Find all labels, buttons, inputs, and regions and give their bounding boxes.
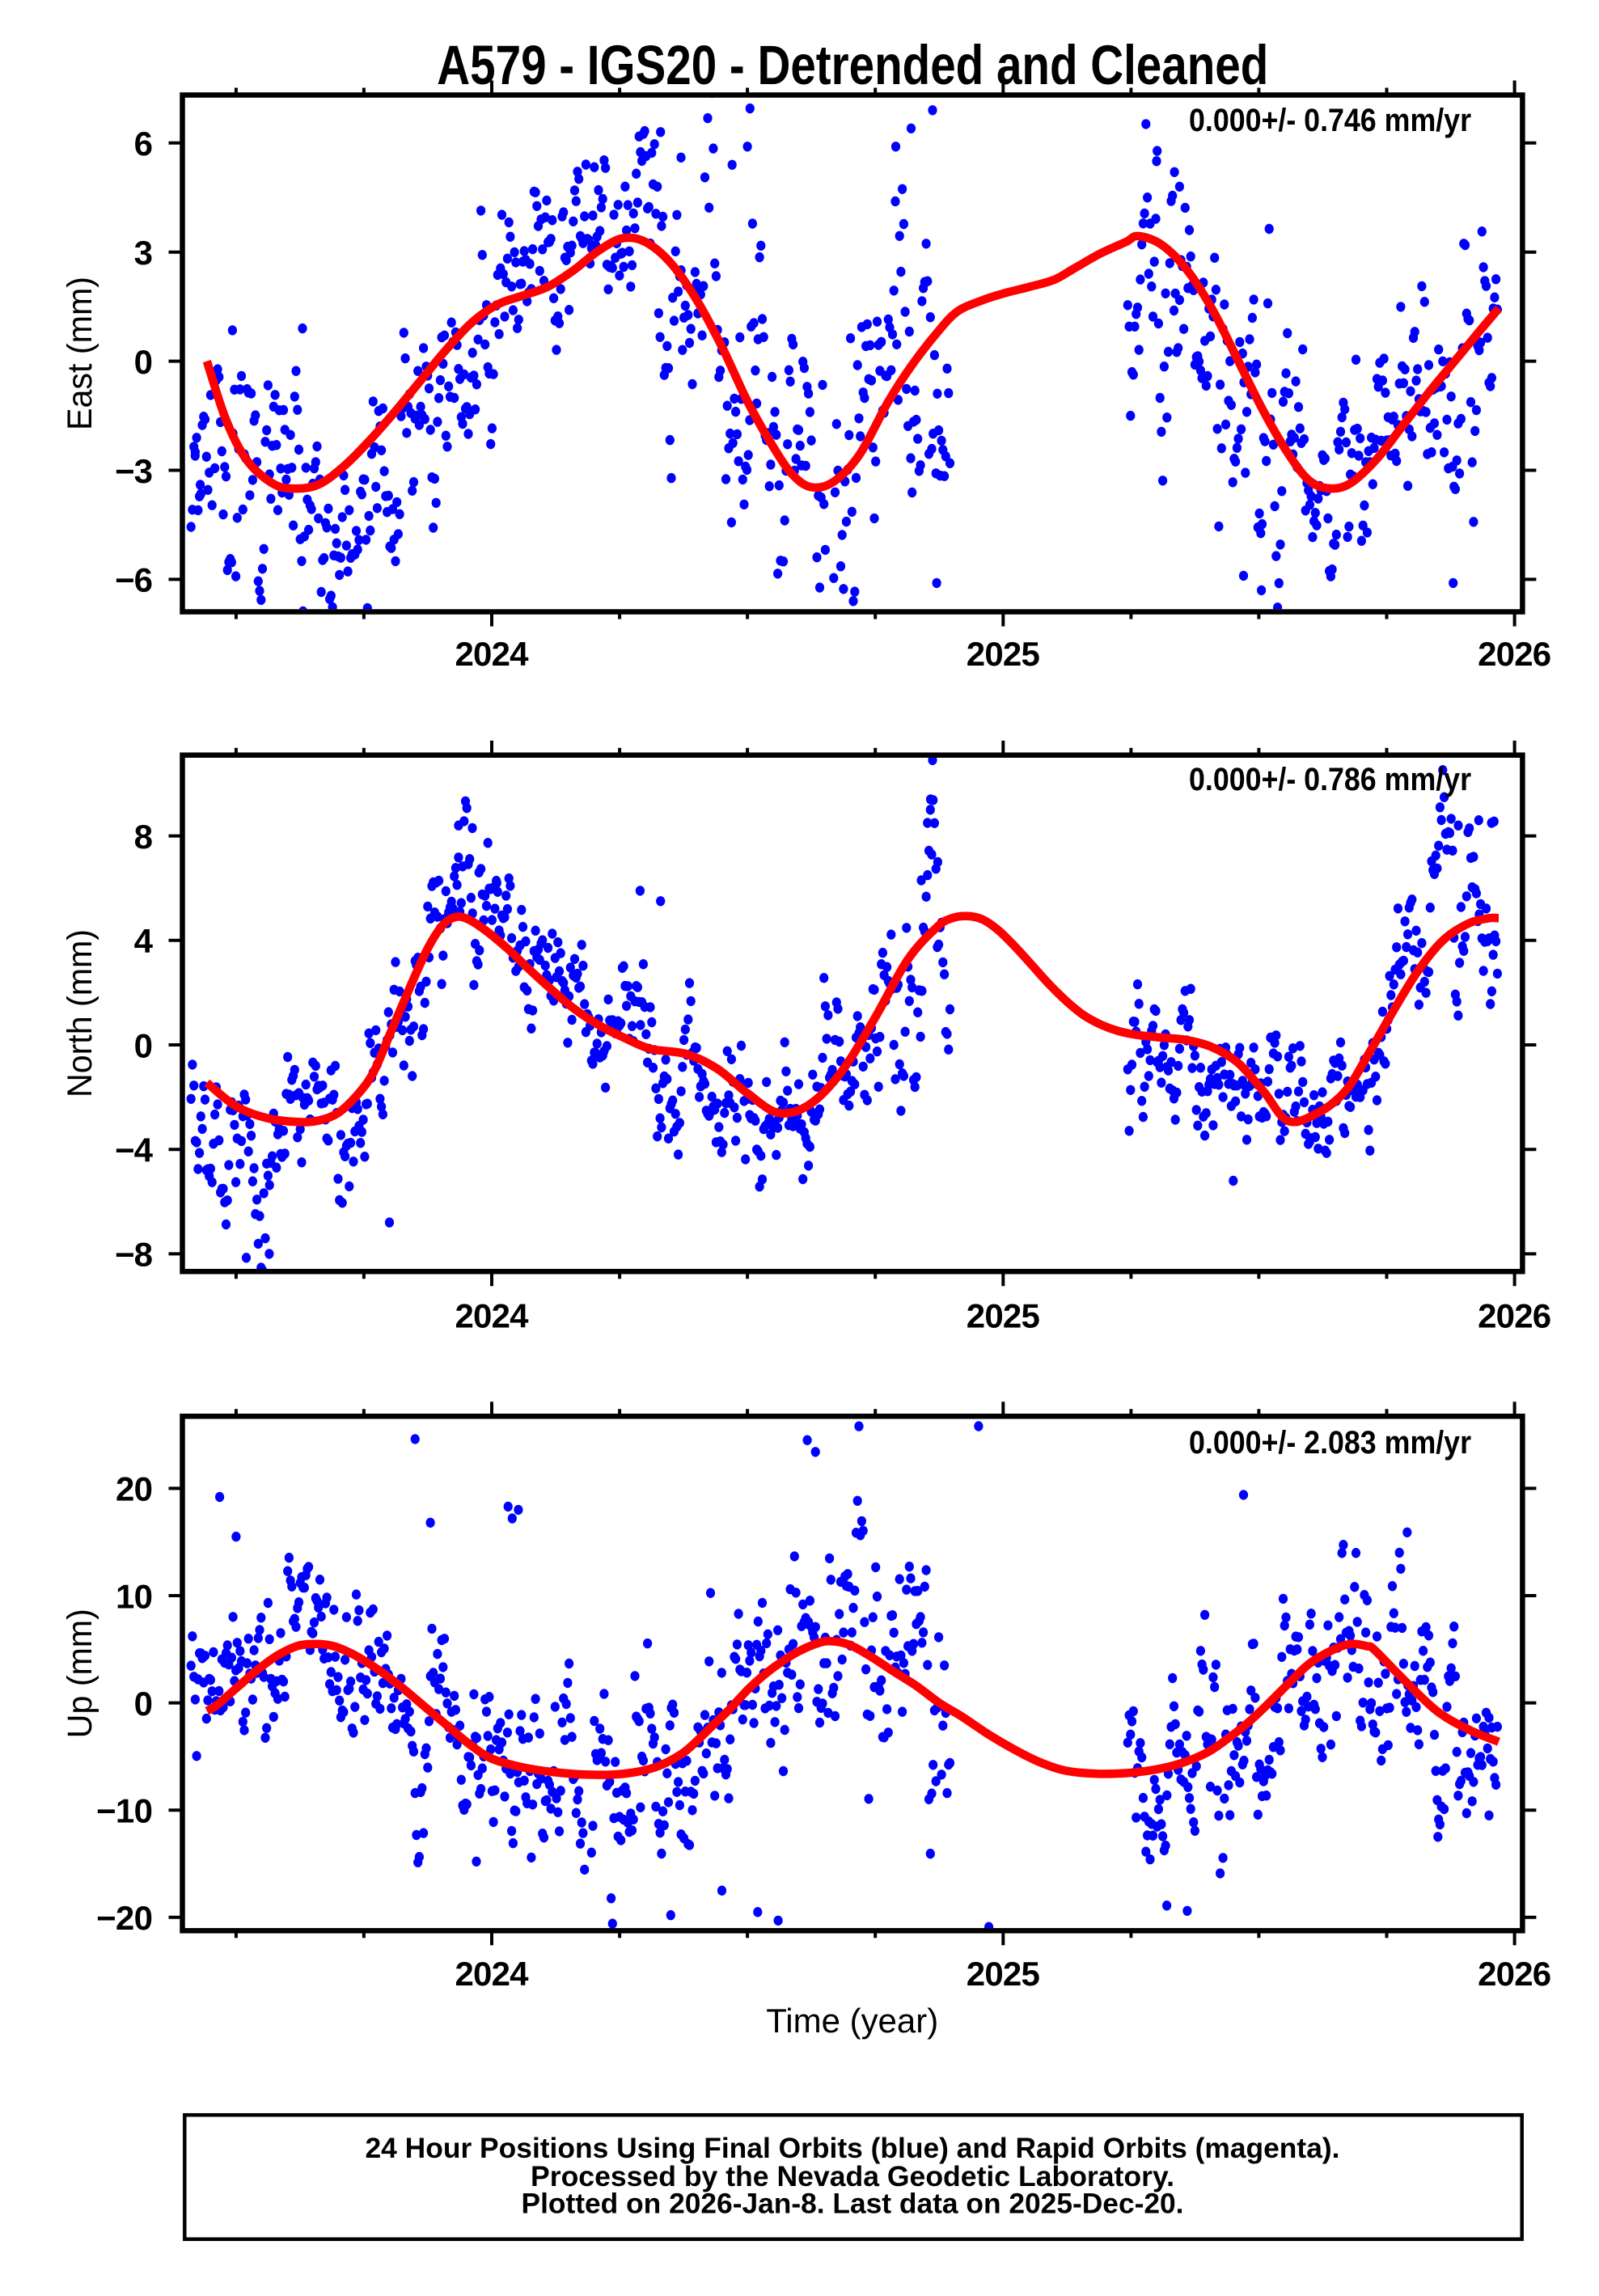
svg-text:2024: 2024: [455, 1955, 530, 1993]
svg-text:3: 3: [134, 234, 153, 272]
svg-text:2026: 2026: [1478, 1955, 1551, 1993]
svg-text:Processed by the Nevada Geodet: Processed by the Nevada Geodetic Laborat…: [531, 2161, 1174, 2192]
svg-text:0: 0: [134, 343, 153, 381]
svg-text:East (mm): East (mm): [61, 277, 99, 430]
svg-text:−20: −20: [96, 1899, 153, 1937]
svg-text:0.000+/- 0.786 mm/yr: 0.000+/- 0.786 mm/yr: [1189, 762, 1471, 797]
svg-text:2026: 2026: [1478, 1297, 1551, 1335]
svg-text:Time (year): Time (year): [766, 2002, 938, 2040]
svg-text:2026: 2026: [1478, 635, 1551, 673]
svg-text:10: 10: [116, 1577, 153, 1615]
svg-text:24 Hour Positions Using Final: 24 Hour Positions Using Final Orbits (bl…: [366, 2133, 1340, 2164]
svg-text:0: 0: [134, 1026, 153, 1064]
svg-text:Up (mm): Up (mm): [61, 1609, 99, 1738]
svg-text:2025: 2025: [967, 1297, 1040, 1335]
svg-text:2025: 2025: [967, 1955, 1040, 1993]
svg-text:−3: −3: [115, 452, 153, 490]
svg-text:−10: −10: [96, 1792, 153, 1830]
svg-text:−6: −6: [115, 561, 153, 599]
svg-text:4: 4: [134, 922, 154, 960]
svg-text:−4: −4: [115, 1131, 154, 1169]
svg-text:North (mm): North (mm): [61, 929, 99, 1097]
svg-text:0: 0: [134, 1685, 153, 1723]
svg-text:A579 - IGS20 - Detrended and C: A579 - IGS20 - Detrended and Cleaned: [437, 34, 1268, 96]
svg-text:8: 8: [134, 818, 153, 856]
svg-text:6: 6: [134, 125, 153, 163]
svg-text:20: 20: [116, 1470, 153, 1508]
svg-text:Plotted on 2026-Jan-8. Last da: Plotted on 2026-Jan-8. Last data on 2025…: [522, 2188, 1184, 2220]
svg-text:0.000+/- 2.083 mm/yr: 0.000+/- 2.083 mm/yr: [1189, 1425, 1471, 1461]
svg-text:2025: 2025: [967, 635, 1040, 673]
svg-text:0.000+/- 0.746 mm/yr: 0.000+/- 0.746 mm/yr: [1189, 103, 1471, 138]
svg-text:2024: 2024: [455, 1297, 530, 1335]
svg-text:−8: −8: [115, 1236, 153, 1274]
svg-text:2024: 2024: [455, 635, 530, 673]
